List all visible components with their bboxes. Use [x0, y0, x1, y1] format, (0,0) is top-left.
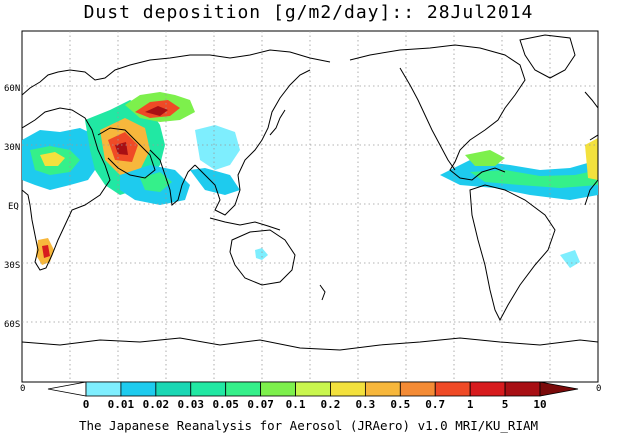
footer-credit: The Japanese Reanalysis for Aerosol (JRA…: [78, 418, 539, 433]
colorbar-segment: [225, 381, 262, 397]
colorbar-segment: [504, 381, 541, 397]
colorbar-segment: [539, 381, 579, 397]
colorbar-segment: [330, 381, 366, 397]
colorbar-segment: [399, 381, 436, 397]
coast-north-america-west: [399, 67, 456, 171]
lon-edge-label-right: 0: [596, 384, 601, 394]
colorbar-label: 0.02: [143, 398, 170, 411]
colorbar-label: 0.3: [355, 398, 375, 411]
coast-se-asia: [194, 69, 311, 216]
colorbar-label: 0.1: [286, 398, 306, 411]
colorbar-label: 0.01: [108, 398, 135, 411]
dust-field-east-asia: [195, 125, 240, 170]
coast-new-zealand: [319, 284, 326, 301]
colorbar-label: 0: [83, 398, 90, 411]
colorbar-label: 0.7: [425, 398, 445, 411]
colorbar-label: 0.03: [178, 398, 205, 411]
coast-europe: [22, 49, 331, 96]
dust-field-layer: [22, 92, 598, 268]
colorbar-segment: [47, 381, 87, 397]
dust-field-taklamakan-peak: [145, 106, 168, 116]
coast-arabia: [97, 127, 156, 179]
colorbar-label: 0.05: [212, 398, 239, 411]
dust-field-south-africa-core: [42, 245, 50, 258]
colorbar-segment: [260, 381, 296, 397]
coast-africa-right: [584, 134, 598, 206]
lat-label-30n: 30N: [4, 143, 20, 153]
colorbar-label: 0.07: [247, 398, 274, 411]
colorbar-segment: [190, 381, 227, 397]
colorbar-segment: [120, 381, 157, 397]
colorbar: 0 0.01 0.02 0.03 0.05 0.07 0.1 0.2 0.3 0.5 0.7 1 5 10: [47, 381, 579, 411]
lon-edge-label-left: 0: [20, 384, 25, 394]
coast-africa-west: [22, 107, 111, 271]
dust-field-arabia-peak: [115, 142, 128, 155]
dust-field-sahara-hot: [40, 152, 65, 166]
lat-labels: 60N 30N EQ 30S 60S: [4, 84, 20, 330]
coast-australia: [229, 229, 296, 286]
colorbar-segment: [155, 381, 192, 397]
colorbar-segment: [295, 381, 331, 397]
colorbar-label: 10: [533, 398, 546, 411]
coast-indonesia: [209, 217, 281, 231]
dust-field-se-asia: [190, 168, 240, 195]
coast-greenland: [519, 34, 576, 79]
lat-label-eq: EQ: [8, 202, 19, 212]
coast-japan: [269, 109, 286, 136]
colorbar-label: 0.5: [390, 398, 410, 411]
coast-india: [149, 149, 196, 206]
map-title: Dust deposition [g/m2/day]:: 28Jul2014: [83, 2, 534, 23]
coast-antarctica: [22, 337, 598, 351]
dust-field-india-core: [140, 172, 172, 192]
colorbar-segment: [434, 381, 471, 397]
dust-field-caribbean: [465, 150, 505, 166]
dust-field-atlantic-core: [470, 170, 598, 188]
colorbar-label: 0.2: [321, 398, 341, 411]
dust-field-west-africa-coast: [585, 138, 598, 180]
coast-north-america: [349, 44, 526, 181]
coast-south-america: [469, 184, 556, 322]
lat-label-60s: 60S: [4, 320, 20, 330]
dust-field-australia: [255, 248, 268, 260]
coast-africa-east-edge: [584, 91, 598, 109]
lat-label-30s: 30S: [4, 261, 20, 271]
lat-label-60n: 60N: [4, 84, 20, 94]
coastlines: [22, 34, 598, 351]
colorbar-segment: [364, 381, 401, 397]
colorbar-label: 1: [467, 398, 474, 411]
colorbar-segment: [469, 381, 506, 397]
graticule: [22, 31, 598, 382]
dust-field-south-america: [560, 250, 580, 268]
colorbar-label: 5: [502, 398, 509, 411]
colorbar-segment: [85, 381, 122, 397]
